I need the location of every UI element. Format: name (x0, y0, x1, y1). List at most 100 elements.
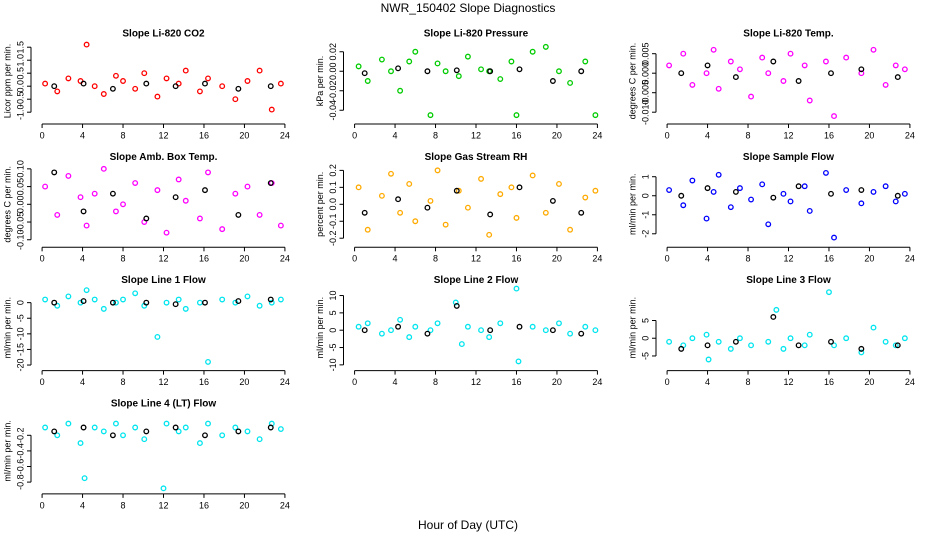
point (256, 436, 263, 443)
point (478, 66, 485, 73)
y-axis-label: Licor ppm per min. (2, 44, 12, 119)
y-tick-label: -10 (328, 358, 338, 371)
y-tick-label: -0.4 (15, 443, 25, 459)
point (91, 296, 98, 303)
point (395, 323, 402, 330)
x-tick-label: 12 (158, 377, 168, 387)
point (160, 485, 167, 492)
point (705, 356, 712, 363)
point (196, 215, 203, 222)
point (427, 112, 434, 119)
x-tick-label: 20 (552, 254, 562, 264)
point (882, 183, 889, 190)
y-tick-label: 0.0 (15, 80, 25, 93)
point (143, 215, 150, 222)
point (843, 54, 850, 61)
y-tick-label: 1 (640, 174, 650, 179)
point (172, 301, 179, 308)
point (801, 62, 808, 69)
y-axis-label: kPa per min. (315, 56, 325, 107)
x-axis-label: Hour of Day (UTC) (418, 518, 518, 532)
x-tick-label: 4 (80, 500, 85, 510)
point (100, 91, 107, 97)
point (858, 66, 865, 73)
point (65, 75, 72, 82)
x-tick-label: 4 (393, 130, 398, 140)
point (232, 190, 239, 197)
x-tick-label: 16 (824, 130, 834, 140)
y-tick-label: -1 (640, 211, 650, 219)
point (196, 440, 203, 447)
point (277, 426, 284, 433)
point (364, 320, 371, 327)
y-tick-label: -5 (640, 352, 650, 360)
x-tick-label: 12 (158, 254, 168, 264)
x-tick-label: 20 (552, 130, 562, 140)
point (91, 424, 98, 431)
point (732, 338, 739, 345)
point (486, 231, 493, 238)
point (244, 293, 251, 300)
point (578, 330, 585, 337)
point (801, 342, 808, 349)
point (267, 424, 274, 431)
point (80, 424, 87, 431)
x-tick-label: 0 (352, 377, 357, 387)
y-tick-label: -20 (15, 359, 25, 372)
y-tick-label: 5 (640, 318, 650, 323)
point (870, 324, 877, 331)
point (529, 48, 536, 55)
point (894, 74, 901, 81)
x-tick-label: 20 (864, 130, 874, 140)
x-tick-label: 20 (239, 130, 249, 140)
x-tick-label: 16 (511, 130, 521, 140)
point (765, 221, 772, 228)
point (736, 185, 743, 192)
y-tick-label: 0.00 (328, 62, 338, 80)
point (455, 187, 462, 194)
point (497, 76, 504, 82)
x-tick-label: 8 (433, 130, 438, 140)
point (704, 342, 711, 349)
point (163, 75, 170, 82)
panel-title: Slope Sample Flow (743, 152, 834, 163)
point (497, 320, 504, 327)
point (361, 327, 368, 334)
point (109, 190, 116, 197)
x-tick-label: 8 (121, 377, 126, 387)
point (478, 327, 485, 334)
point (219, 432, 226, 439)
point (567, 226, 574, 233)
point (858, 187, 865, 193)
point (361, 209, 368, 216)
y-tick-label: -10 (15, 327, 25, 340)
y-tick-label: 0.000 (640, 62, 650, 85)
point (42, 424, 49, 431)
x-tick-label: 24 (592, 254, 602, 264)
point (843, 335, 850, 342)
point (858, 349, 865, 356)
point (826, 289, 832, 296)
x-tick-label: 12 (471, 130, 481, 140)
point (100, 165, 107, 172)
point (51, 83, 58, 90)
point (235, 428, 242, 435)
point (424, 330, 431, 337)
point (486, 334, 493, 341)
point (100, 305, 107, 312)
panel-title: Slope Li-820 Pressure (424, 29, 529, 40)
point (822, 169, 829, 176)
point (453, 187, 460, 194)
x-tick-label: 4 (705, 130, 710, 140)
panel-title: Slope Gas Stream RH (425, 152, 528, 163)
point (91, 190, 98, 197)
panel: Slope Li-820 CO2 Licor ppm per min. 0 4 8 12 1… (2, 29, 290, 141)
y-tick-label: -0.10 (15, 229, 25, 250)
point (732, 74, 739, 81)
x-tick-label: 12 (158, 500, 168, 510)
point (843, 187, 850, 193)
point (666, 187, 673, 193)
point (516, 66, 523, 73)
point (132, 180, 139, 186)
point (51, 169, 58, 176)
